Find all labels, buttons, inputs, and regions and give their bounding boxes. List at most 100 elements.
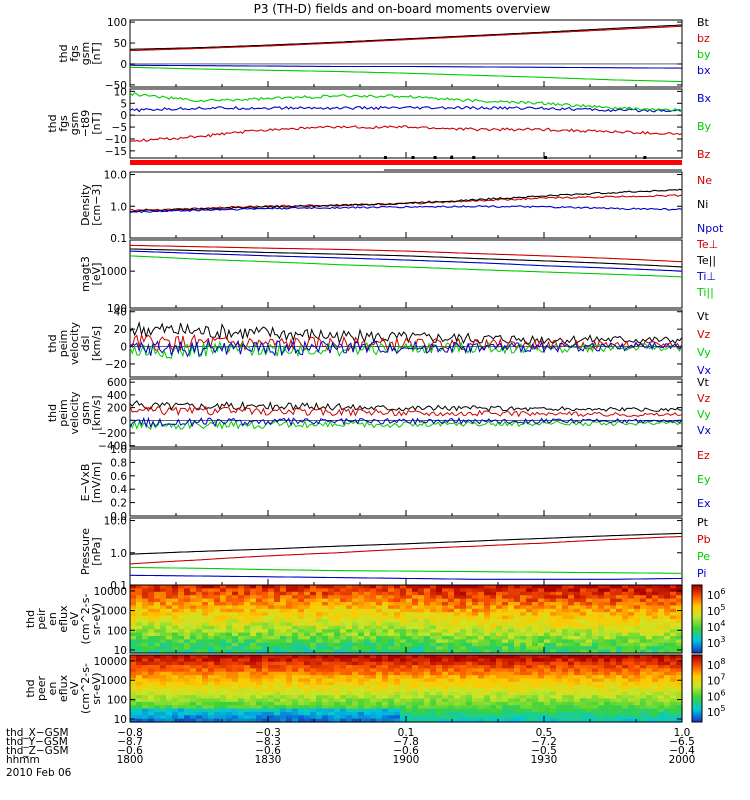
spectrogram-cell xyxy=(652,661,659,666)
spectrogram-cell xyxy=(658,629,665,634)
spectrogram-cell xyxy=(166,591,173,596)
spectrogram-cell xyxy=(172,646,179,651)
spectrogram-cell xyxy=(670,625,677,630)
spectrogram-cell xyxy=(574,615,581,620)
spectrogram-cell xyxy=(568,642,575,647)
spectrogram-cell xyxy=(286,661,293,666)
spectrogram-cell xyxy=(496,612,503,617)
spectrogram-cell xyxy=(670,649,677,654)
y-label-line: gsm xyxy=(79,42,92,65)
spectrogram-cell xyxy=(298,685,305,690)
spectrogram-cell xyxy=(280,622,287,627)
spectrogram-cell xyxy=(358,591,365,596)
spectrogram-cell xyxy=(652,695,659,700)
spectrogram-cell xyxy=(238,625,245,630)
spectrogram-cell xyxy=(352,658,359,663)
colorbar-step xyxy=(692,718,702,721)
spectrogram-cell xyxy=(598,639,605,644)
y-label-line: thd xyxy=(57,44,70,62)
spectrogram-cell xyxy=(154,632,161,637)
spectrogram-cell xyxy=(190,715,197,720)
spectrogram-cell xyxy=(454,655,461,659)
spectrogram-cell xyxy=(190,646,197,651)
spectrogram-cell xyxy=(178,642,185,647)
spectrogram-cell xyxy=(238,698,245,703)
spectrogram-cell xyxy=(292,661,299,666)
spectrogram-cell xyxy=(646,632,653,637)
spectrogram-cell xyxy=(622,629,629,634)
spectrogram-cell xyxy=(328,665,335,669)
spectrogram-cell xyxy=(442,658,449,663)
spectrogram-cell xyxy=(604,588,611,593)
spectrogram-cell xyxy=(544,671,551,676)
spectrogram-cell xyxy=(520,615,527,620)
spectrogram-cell xyxy=(262,612,269,617)
spectrogram-cell xyxy=(628,671,635,676)
spectrogram-cell xyxy=(304,602,311,606)
spectrogram-cell xyxy=(550,622,557,627)
colorbar-step xyxy=(692,632,702,635)
series-line-Bx xyxy=(129,105,683,113)
spectrogram-cell xyxy=(190,708,197,713)
spectrogram-cell xyxy=(592,649,599,654)
spectrogram-cell xyxy=(292,675,299,680)
spectrogram-cell xyxy=(346,711,353,716)
spectrogram-cell xyxy=(646,681,653,686)
spectrogram-cell xyxy=(280,615,287,620)
spectrogram-cell xyxy=(616,658,623,663)
spectrogram-cell xyxy=(364,668,371,673)
y-label-line: [nPa] xyxy=(90,537,103,565)
spectrogram-cell xyxy=(640,585,647,589)
spectrogram-cell xyxy=(610,605,617,610)
spectrogram-cell xyxy=(154,678,161,683)
spectrogram-cell xyxy=(160,612,167,617)
spectrogram-cell xyxy=(382,595,389,600)
x-row-value: −0.6 xyxy=(393,745,419,757)
spectrogram-cell xyxy=(658,642,665,647)
spectrogram-cell xyxy=(388,698,395,703)
spectrogram-cell xyxy=(676,588,683,593)
spectrogram-cell xyxy=(370,708,377,713)
spectrogram-cell xyxy=(274,668,281,673)
spectrogram-cell xyxy=(214,622,221,627)
spectrogram-cell xyxy=(640,591,647,596)
spectrogram-cell xyxy=(232,629,239,634)
spectrogram-cell xyxy=(598,602,605,606)
spectrogram-cell xyxy=(142,671,149,676)
spectrogram-cell xyxy=(538,708,545,713)
spectrogram-cell xyxy=(490,585,497,589)
spectrogram-cell xyxy=(232,718,239,723)
spectrogram-cell xyxy=(364,649,371,654)
spectrogram-cell xyxy=(634,612,641,617)
spectrogram-cell xyxy=(424,675,431,680)
spectrogram-cell xyxy=(184,695,191,700)
spectrogram-cell xyxy=(514,695,521,700)
spectrogram-cell xyxy=(538,678,545,683)
spectrogram-cell xyxy=(250,691,257,696)
spectrogram-cell xyxy=(184,585,191,589)
spectrogram-cell xyxy=(670,605,677,610)
spectrogram-cell xyxy=(196,668,203,673)
spectrogram-cell xyxy=(148,591,155,596)
spectrogram-cell xyxy=(220,661,227,666)
spectrogram-cell xyxy=(562,598,569,603)
spectrogram-cell xyxy=(484,705,491,710)
spectrogram-cell xyxy=(526,671,533,676)
spectrogram-cell xyxy=(652,632,659,637)
spectrogram-cell xyxy=(532,671,539,676)
spectrogram-cell xyxy=(406,642,413,647)
spectrogram-cell xyxy=(472,658,479,663)
spectrogram-cell xyxy=(646,629,653,634)
spectrogram-cell xyxy=(370,688,377,693)
spectrogram-cell xyxy=(436,678,443,683)
spectrogram-cell xyxy=(262,675,269,680)
spectrogram-cell xyxy=(514,715,521,720)
spectrogram-cell xyxy=(358,665,365,669)
spectrogram-cell xyxy=(676,639,683,644)
spectrogram-cell xyxy=(526,622,533,627)
spectrogram-cell xyxy=(316,671,323,676)
spectrogram-cell xyxy=(148,695,155,700)
spectrogram-cell xyxy=(274,705,281,710)
spectrogram-cell xyxy=(340,585,347,589)
spectrogram-cell xyxy=(352,602,359,606)
